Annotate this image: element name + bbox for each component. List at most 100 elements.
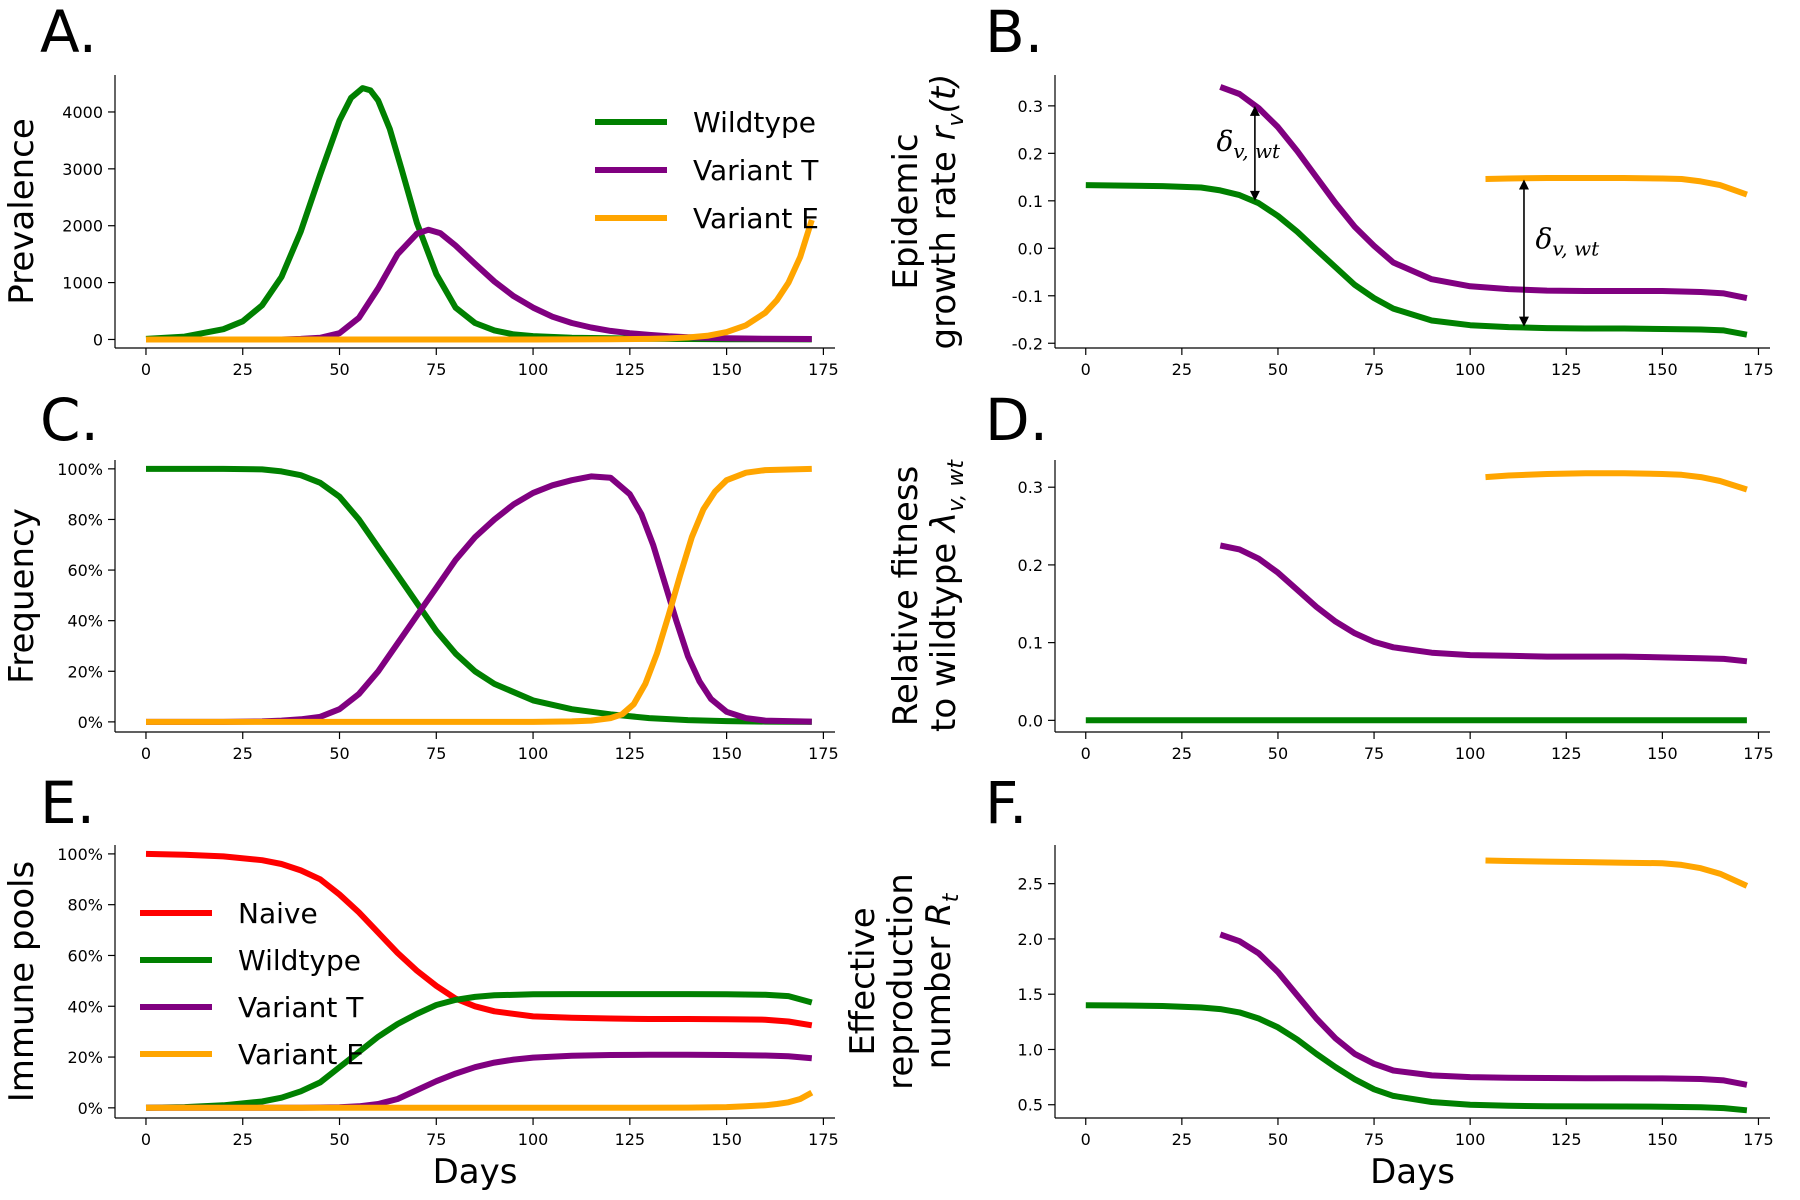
y-axis-label-text: growth rate (924, 140, 964, 349)
x-tick-label: 100 (518, 1130, 549, 1149)
y-tick-label: 2.0 (1018, 930, 1043, 949)
series-line-variant-e (1485, 857, 1749, 889)
x-tick-label: 150 (1647, 360, 1678, 379)
x-tick-label: 50 (1268, 1130, 1288, 1149)
y-tick-label: 80% (67, 896, 103, 915)
series-line-variant-t (146, 473, 812, 725)
x-tick-label: 150 (711, 744, 742, 763)
legend-entry-label: Variant E (693, 202, 819, 235)
y-axis-label-symbol: R (919, 902, 959, 926)
x-tick-label: 0 (141, 360, 151, 379)
y-tick-label: 20% (67, 1048, 103, 1067)
y-tick-label: 60% (67, 561, 103, 580)
y-tick-label: 0.0 (1018, 711, 1043, 730)
x-tick-label: 100 (1455, 1130, 1486, 1149)
series-line-wildtype (1085, 1002, 1748, 1114)
legend-entry-label: Variant E (238, 1038, 364, 1071)
y-tick-label: 40% (67, 612, 103, 631)
x-tick-label: 0 (141, 744, 151, 763)
delta-annotation: δv, wt (1536, 222, 1601, 260)
panel-e: E. 0 25 50 75 100 125 150 175 0% 20% 40% 60% 80% 100% I… (2, 769, 839, 1192)
y-tick-label: 1000 (62, 274, 103, 293)
y-tick-label: 100% (57, 845, 103, 864)
panel-b: B. 0 25 50 75 100 125 150 175 -0.2 -0.1 0.0 0.1 0.2 0.… (886, 0, 1774, 379)
y-axis-label-tail: (t) (924, 74, 964, 114)
y-tick-label: 60% (67, 946, 103, 965)
y-tick-label: 0% (78, 1099, 103, 1118)
panel-letter: A. (40, 0, 97, 66)
panel-f: F. 0 25 50 75 100 125 150 175 0.5 1.0 1.5 2.0 2.5 Effe… (843, 769, 1774, 1192)
y-tick-label: 80% (67, 510, 103, 529)
x-tick-label: 150 (1647, 1130, 1678, 1149)
x-tick-label: 175 (1743, 360, 1774, 379)
x-tick-label: 0 (1081, 1130, 1091, 1149)
legend-entry-label: Variant T (238, 991, 364, 1024)
series-line-wildtype (146, 465, 812, 725)
x-tick-label: 50 (1268, 360, 1288, 379)
x-tick-label: 25 (233, 1130, 253, 1149)
x-tick-label: 50 (329, 360, 349, 379)
y-tick-label: 20% (67, 662, 103, 681)
y-axis-label: Frequency (2, 508, 42, 684)
x-tick-label: 100 (518, 744, 549, 763)
x-tick-label: 25 (1172, 360, 1192, 379)
x-tick-label: 175 (1743, 1130, 1774, 1149)
y-tick-label: 0.1 (1018, 634, 1043, 653)
y-tick-label: -0.1 (1012, 287, 1043, 306)
y-tick-label: 0.1 (1018, 192, 1043, 211)
panel-letter: D. (985, 386, 1048, 454)
y-tick-label: 1.5 (1018, 985, 1043, 1004)
x-tick-label: 75 (426, 360, 446, 379)
y-axis-label: Prevalence (2, 118, 42, 305)
y-axis-label-math: to wildtype λv, wt (924, 459, 969, 732)
y-tick-label: 100% (57, 460, 103, 479)
series-line-variant-e (146, 465, 812, 725)
y-tick-label: 0.2 (1018, 556, 1043, 575)
x-tick-label: 50 (1268, 744, 1288, 763)
series-line-variant-e (1485, 175, 1748, 198)
legend: Naive Wildtype Variant T Variant E (140, 897, 364, 1071)
y-axis-label-text: to wildtype (924, 532, 964, 732)
panel-letter: C. (40, 386, 99, 454)
series-line-wildtype (1085, 182, 1748, 338)
x-tick-label: 50 (329, 1130, 349, 1149)
x-tick-label: 125 (1551, 360, 1582, 379)
panel-letter: E. (40, 769, 95, 837)
y-tick-label: 0% (78, 713, 103, 732)
x-tick-label: 100 (518, 360, 549, 379)
y-tick-label: 4000 (62, 103, 103, 122)
y-tick-label: 1.0 (1018, 1040, 1043, 1059)
y-axis-label-subscript: v, wt (944, 459, 969, 512)
y-axis-label: Epidemic (886, 133, 926, 289)
arrow-head-up-icon (1518, 179, 1529, 190)
y-axis-label: Immune pools (2, 861, 42, 1102)
y-axis-label-subscript: t (939, 892, 964, 902)
y-axis-label-symbol: r (924, 124, 964, 140)
panel-a: A. 0 25 50 75 100 125 150 175 0 1000 2000 3000 4000 Pr… (2, 0, 839, 379)
panel-letter: B. (985, 0, 1043, 66)
arrow-head-down-icon (1518, 316, 1529, 327)
panel-letter: F. (985, 769, 1027, 837)
legend-entry-label: Wildtype (238, 944, 361, 977)
series-line-wildtype (145, 991, 813, 1111)
x-tick-label: 25 (233, 744, 253, 763)
y-tick-label: 40% (67, 997, 103, 1016)
x-tick-label: 100 (1455, 360, 1486, 379)
x-axis-label: Days (433, 1152, 518, 1192)
x-tick-label: 75 (1364, 744, 1384, 763)
y-tick-label: 0 (93, 330, 103, 349)
y-axis-label-math: number Rt (919, 892, 964, 1069)
x-tick-label: 150 (711, 360, 742, 379)
y-tick-label: 0.3 (1018, 97, 1043, 116)
series-line-variant-t (281, 226, 812, 343)
legend: Wildtype Variant T Variant E (595, 106, 819, 235)
x-tick-label: 75 (426, 744, 446, 763)
x-tick-label: 125 (1551, 744, 1582, 763)
y-tick-label: -0.2 (1012, 334, 1043, 353)
legend-entry-label: Naive (238, 897, 318, 930)
series-line-variant-t (1219, 84, 1748, 302)
x-tick-label: 75 (1364, 360, 1384, 379)
y-tick-label: 2000 (62, 217, 103, 236)
panel-d: D. 0 25 50 75 100 125 150 175 0.0 0.1 0.2 0.3 Relativ… (886, 386, 1774, 763)
